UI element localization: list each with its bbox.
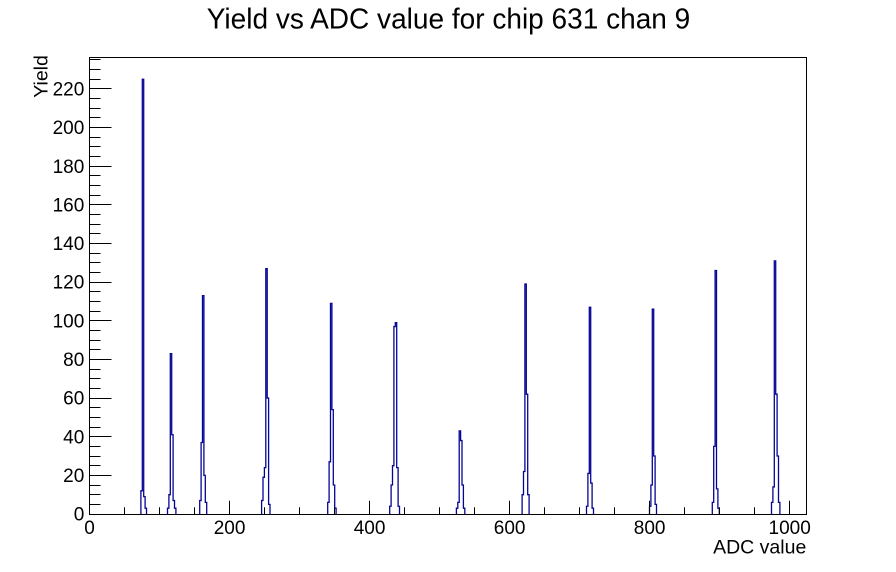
svg-text:200: 200 (53, 118, 85, 139)
svg-text:800: 800 (634, 518, 666, 539)
svg-text:40: 40 (63, 427, 84, 448)
svg-text:220: 220 (53, 80, 85, 101)
svg-text:600: 600 (494, 518, 526, 539)
svg-text:120: 120 (53, 273, 85, 294)
svg-text:100: 100 (53, 311, 85, 332)
svg-text:180: 180 (53, 157, 85, 178)
svg-text:60: 60 (63, 389, 84, 410)
svg-text:80: 80 (63, 350, 84, 371)
svg-text:160: 160 (53, 195, 85, 216)
svg-text:400: 400 (354, 518, 386, 539)
svg-text:200: 200 (214, 518, 246, 539)
svg-text:20: 20 (63, 466, 84, 487)
svg-text:ADC value: ADC value (713, 536, 806, 558)
svg-text:0: 0 (74, 505, 85, 526)
svg-text:140: 140 (53, 234, 85, 255)
svg-text:1000: 1000 (769, 518, 811, 539)
svg-text:0: 0 (84, 518, 95, 539)
svg-text:Yield vs ADC value for chip 63: Yield vs ADC value for chip 631 chan 9 (207, 3, 691, 35)
svg-text:Yield: Yield (30, 55, 52, 98)
